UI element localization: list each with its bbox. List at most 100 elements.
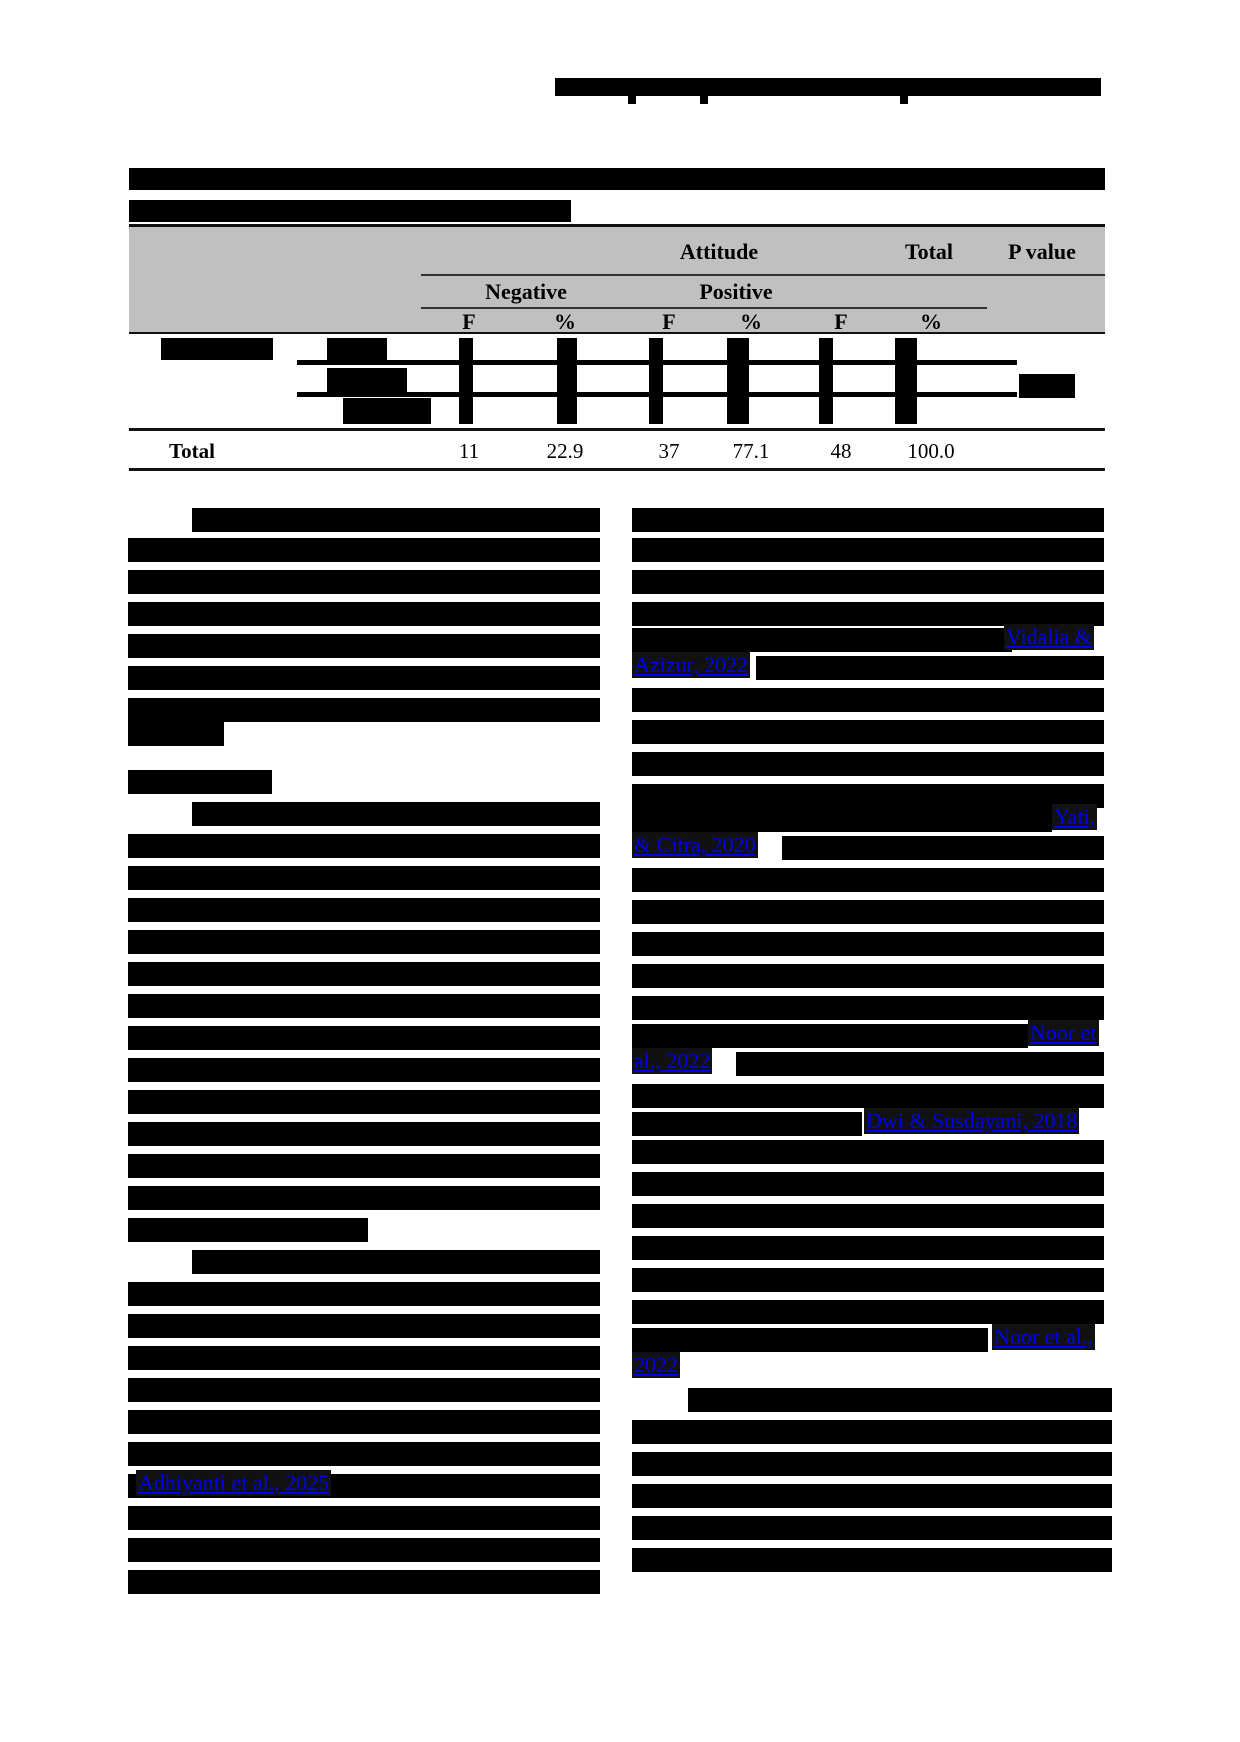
text-line	[192, 1250, 600, 1274]
text-line	[632, 1300, 1104, 1324]
text-line	[128, 1122, 600, 1146]
text-line	[632, 538, 1104, 562]
section-heading-redacted	[128, 770, 272, 794]
text-line	[632, 868, 1104, 892]
text-line	[632, 720, 1104, 744]
text-line	[128, 1378, 600, 1402]
text-line	[632, 964, 1104, 988]
text-line	[632, 570, 1104, 594]
table-body	[129, 334, 1105, 428]
text-line	[632, 900, 1104, 924]
text-line	[632, 932, 1104, 956]
header-pos-pct: %	[740, 309, 762, 334]
text-line	[128, 1186, 600, 1210]
text-line	[632, 1516, 1112, 1540]
citation-link[interactable]: Noor et	[1028, 1020, 1099, 1046]
text-line	[632, 628, 1012, 652]
text-line	[632, 602, 1104, 626]
text-line	[632, 1328, 988, 1352]
text-line	[128, 1506, 600, 1530]
text-line	[632, 1484, 1112, 1508]
citation-link[interactable]: & Citra, 2020	[632, 832, 758, 858]
text-line	[632, 1420, 1112, 1444]
total-tot-pct: 100.0	[907, 439, 955, 463]
text-line	[128, 538, 600, 562]
running-header-descender	[628, 96, 636, 104]
running-header	[555, 78, 1101, 96]
text-line	[128, 666, 600, 690]
running-header-descender	[900, 96, 908, 104]
citation-link[interactable]: Dwi & Susdayani, 2018	[864, 1108, 1080, 1134]
citation-link[interactable]: Azizur, 2022	[632, 652, 750, 678]
citation-link[interactable]: 2022	[632, 1352, 680, 1378]
header-divider	[421, 274, 1105, 276]
header-neg-pct: %	[554, 309, 576, 334]
text-line	[192, 802, 600, 826]
right-column: Vidalia & Azizur, 2022 Yati, & Citra, 20…	[632, 500, 1112, 1600]
row-label-redacted	[161, 338, 273, 360]
total-label: Total	[169, 439, 215, 463]
text-line	[128, 930, 600, 954]
total-tot-f: 48	[830, 439, 852, 463]
cell-redacted	[649, 338, 663, 424]
text-line	[128, 1090, 600, 1114]
text-line	[128, 1538, 600, 1562]
cell-redacted	[557, 338, 577, 424]
text-line	[128, 1410, 600, 1434]
text-line	[128, 1282, 600, 1306]
text-line	[128, 1442, 600, 1466]
header-total: Total	[904, 239, 954, 264]
text-line	[632, 752, 1104, 776]
text-line	[632, 1548, 1112, 1572]
text-line	[782, 836, 1104, 860]
text-line	[756, 656, 1104, 680]
header-negative: Negative	[485, 279, 567, 304]
header-tot-pct: %	[920, 309, 942, 334]
header-p-value: P value	[1008, 239, 1076, 264]
header-neg-f: F	[462, 309, 476, 334]
header-tot-f: F	[834, 309, 848, 334]
text-line	[128, 570, 600, 594]
citation-link[interactable]: al., 2022	[632, 1048, 713, 1074]
table-caption-line2	[129, 200, 571, 222]
cell-redacted	[819, 338, 833, 424]
text-line	[632, 996, 1104, 1020]
citation-link[interactable]: Noor et al.,	[992, 1324, 1095, 1350]
text-line	[128, 1570, 600, 1594]
total-pos-f: 37	[658, 439, 680, 463]
citation-link[interactable]: Adhiyanti et al., 2025	[136, 1470, 332, 1496]
text-line	[128, 1314, 600, 1338]
left-column: Adhiyanti et al., 2025	[128, 500, 600, 1600]
citation-link[interactable]: Vidalia &	[1004, 624, 1095, 650]
total-neg-pct: 22.9	[546, 439, 584, 463]
text-line	[128, 634, 600, 658]
text-line	[632, 1236, 1104, 1260]
text-line	[128, 962, 600, 986]
text-line	[128, 1026, 600, 1050]
total-row: Total 11 22.9 37 77.1 48 100.0	[129, 428, 1105, 471]
citation-link[interactable]: Yati,	[1052, 804, 1098, 830]
text-line	[632, 1112, 862, 1136]
running-header-descender	[700, 96, 708, 104]
text-line	[632, 1268, 1104, 1292]
text-line	[128, 994, 600, 1018]
text-line	[128, 1154, 600, 1178]
table-caption	[129, 168, 1105, 190]
cell-redacted	[459, 338, 473, 424]
total-neg-f: 11	[458, 439, 480, 463]
text-line	[632, 1172, 1104, 1196]
sub-label-redacted	[327, 368, 407, 392]
sub-label-redacted	[343, 398, 431, 424]
text-line	[632, 808, 1052, 832]
text-line	[128, 866, 600, 890]
text-line	[632, 1140, 1104, 1164]
text-line	[632, 508, 1104, 532]
table-header: Attitude Total P value Negative Positive…	[129, 224, 1105, 334]
text-line	[128, 834, 600, 858]
sub-label-redacted	[327, 338, 387, 360]
text-line	[632, 784, 1104, 808]
text-line	[632, 1204, 1104, 1228]
cell-redacted	[727, 338, 749, 424]
header-attitude: Attitude	[679, 239, 759, 264]
